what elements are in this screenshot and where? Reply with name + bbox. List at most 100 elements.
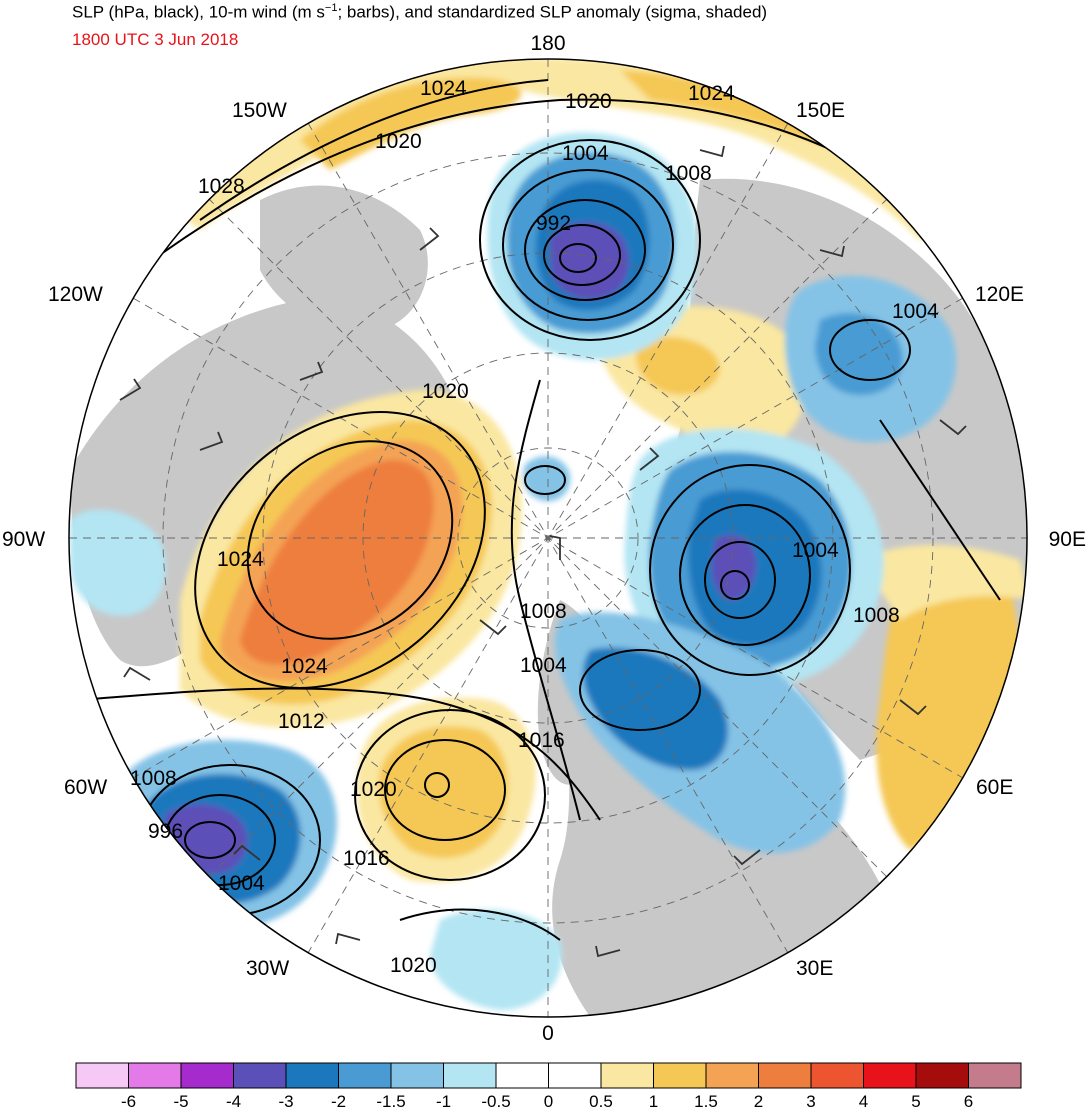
isobar <box>424 772 450 798</box>
isobar-label: 1016 <box>518 729 565 752</box>
colorbar-swatch <box>180 1062 234 1089</box>
title-text-end: ; barbs), and standardized SLP anomaly (… <box>337 2 768 22</box>
colorbar-swatch <box>705 1062 759 1089</box>
lon-label-180: 180 <box>530 32 565 55</box>
colorbar-swatch <box>863 1062 917 1089</box>
isobar-label: 996 <box>148 820 183 843</box>
anomaly-pos-asia <box>876 565 1027 850</box>
colorbar-swatch <box>653 1062 707 1089</box>
lon-label-60w: 60W <box>64 776 107 799</box>
isobar <box>543 224 621 286</box>
valid-time: 1800 UTC 3 Jun 2018 <box>72 30 239 49</box>
latitude-80n <box>457 447 639 629</box>
isobar <box>354 709 546 881</box>
wind-barb <box>335 932 361 945</box>
wind-barb <box>733 849 761 866</box>
colorbar-tick-label: -2 <box>330 1092 347 1111</box>
isobar <box>524 199 646 301</box>
colorbar-tick-label: 1.5 <box>694 1092 718 1111</box>
anomaly-neg-pacific-core <box>550 222 629 299</box>
isobar-label: 1020 <box>422 380 469 403</box>
anomaly-pos-central-core <box>636 336 720 395</box>
isobar <box>720 570 750 600</box>
isobar-labels: 1024 1020 1024 1020 1028 1004 1008 992 1… <box>130 77 939 977</box>
isobar <box>649 464 851 676</box>
wind-barb <box>479 619 507 636</box>
latitude-60n <box>262 252 834 824</box>
isobar <box>194 411 486 689</box>
colorbar-swatch <box>810 1062 864 1089</box>
map-border <box>68 58 1028 1018</box>
longitude-labels: 180 0 90W 90E 150W 120W 150E 120E 60W 30… <box>2 32 1086 1045</box>
isobar-label: 1024 <box>420 77 467 100</box>
isobar-label: 1028 <box>198 175 245 198</box>
meridian-120e-60w <box>132 297 964 779</box>
anomaly-neg-west <box>70 509 166 616</box>
isobar <box>679 504 811 646</box>
land-alaska <box>260 185 428 332</box>
lon-label-120w: 120W <box>48 283 103 306</box>
lon-label-150w: 150W <box>232 99 287 122</box>
lon-label-30w: 30W <box>246 957 289 980</box>
wind-barb <box>233 844 261 861</box>
isobar-label: 1004 <box>792 539 839 562</box>
wind-barb <box>595 945 621 958</box>
isobar-label: 1004 <box>892 300 939 323</box>
wind-barb <box>299 361 324 381</box>
anomaly-pos-greenland-core <box>240 460 434 665</box>
colorbar-swatch <box>495 1062 549 1089</box>
wind-barb <box>819 245 845 258</box>
colorbar-tick-label: -5 <box>173 1092 189 1111</box>
map-disk <box>69 59 1027 1017</box>
colorbar-tick-label: 5 <box>911 1092 921 1111</box>
anomaly-neg-eurasia-core <box>583 647 729 770</box>
colorbar-swatch <box>548 1062 602 1089</box>
anomaly-neg-siberia-core <box>711 535 756 600</box>
isobar-label: 1024 <box>688 82 735 105</box>
graticule <box>69 59 1027 1017</box>
isobar-label: 1008 <box>853 604 900 627</box>
isobar-label: 1020 <box>565 90 612 113</box>
lon-label-150e: 150E <box>796 99 845 122</box>
isobar <box>184 821 236 859</box>
colorbar-tick-label: 2 <box>753 1092 764 1111</box>
isobar-label: 992 <box>536 212 571 235</box>
lon-label-120e: 120E <box>975 283 1024 306</box>
anomaly-pos-asia-rim <box>860 545 1027 620</box>
colorbar-swatch <box>443 1062 497 1089</box>
colorbar-tick-label: -1 <box>435 1092 452 1111</box>
isobar-label: 1020 <box>390 954 437 977</box>
colorbar-tick-label: -4 <box>225 1092 242 1111</box>
colorbar-tick-label: -0.5 <box>481 1092 511 1111</box>
colorbar-tick-label: 6 <box>963 1092 974 1111</box>
isobar <box>79 687 601 821</box>
colorbar-swatch <box>128 1062 182 1089</box>
lon-label-90w: 90W <box>2 528 45 551</box>
isobar-label: 1012 <box>278 710 325 733</box>
colorbar-swatch <box>285 1062 339 1089</box>
isobar-label: 1008 <box>130 767 177 790</box>
isobar <box>384 739 506 841</box>
wind-barb <box>119 378 142 401</box>
latitude-70n <box>362 352 734 724</box>
isobar-label: 1020 <box>375 130 422 153</box>
isobar-label: 1004 <box>520 654 567 677</box>
isobar <box>510 379 581 821</box>
colorbar-swatch <box>338 1062 392 1089</box>
isobar-label: 1024 <box>281 655 328 678</box>
wind-barb <box>549 535 561 560</box>
colorbar-swatch <box>233 1062 287 1089</box>
anomaly-pos-atlantic-core <box>378 726 509 858</box>
isobar-label: 1008 <box>665 162 712 185</box>
isobar <box>399 908 561 941</box>
isobar-label: 1004 <box>218 872 265 895</box>
isobars <box>79 79 1001 941</box>
lon-label-0: 0 <box>542 1022 554 1045</box>
figure-title: SLP (hPa, black), 10-m wind (m s−1; barb… <box>72 2 767 23</box>
isobar <box>246 440 454 640</box>
isobar <box>704 541 776 619</box>
wind-barb <box>123 666 151 681</box>
lon-label-60e: 60E <box>976 776 1013 799</box>
colorbar-swatch <box>390 1062 444 1089</box>
